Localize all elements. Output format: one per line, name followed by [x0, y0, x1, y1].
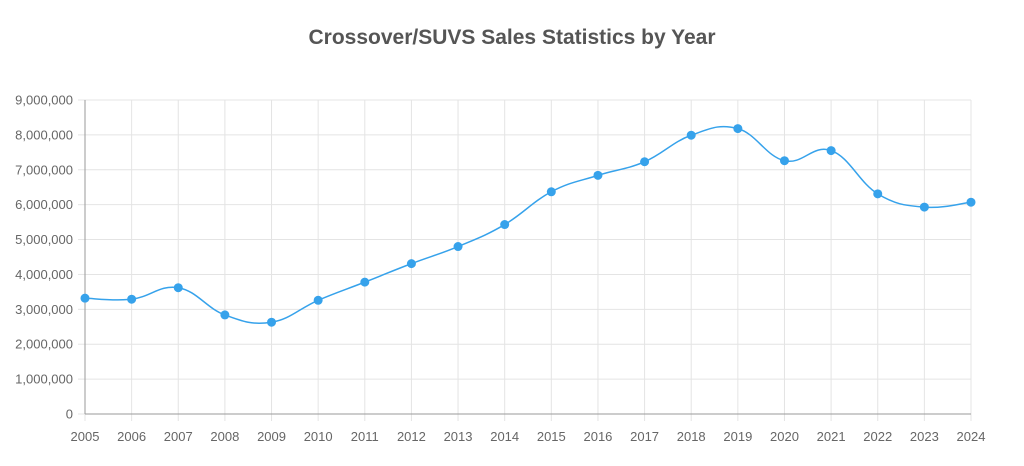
data-point-2007[interactable]: [173, 283, 183, 293]
x-tick-label: 2019: [723, 429, 752, 444]
y-tick-label: 2,000,000: [15, 337, 73, 352]
data-point-2012[interactable]: [406, 259, 416, 269]
x-tick-label: 2006: [117, 429, 146, 444]
y-tick-label: 3,000,000: [15, 302, 73, 317]
data-points: [80, 124, 976, 327]
y-tick-label: 1,000,000: [15, 372, 73, 387]
y-tick-label: 0: [66, 407, 73, 422]
data-point-2024[interactable]: [966, 197, 976, 207]
data-point-2015[interactable]: [546, 187, 556, 197]
data-point-2022[interactable]: [873, 189, 883, 199]
data-point-2020[interactable]: [779, 156, 789, 166]
x-tick-label: 2009: [257, 429, 286, 444]
x-tick-label: 2017: [630, 429, 659, 444]
y-tick-label: 8,000,000: [15, 127, 73, 142]
y-tick-label: 4,000,000: [15, 267, 73, 282]
x-axis-ticks: 2005 2006 2007 2008 2009 2010 2011 2012 2013 2014…: [71, 429, 986, 444]
data-point-2008[interactable]: [220, 310, 230, 320]
series-line: [84, 125, 972, 325]
x-tick-label: 2021: [817, 429, 846, 444]
data-point-2023[interactable]: [919, 202, 929, 212]
data-point-2009[interactable]: [267, 317, 277, 327]
data-point-2019[interactable]: [733, 124, 743, 134]
x-tick-label: 2008: [210, 429, 239, 444]
data-point-2017[interactable]: [640, 157, 650, 167]
y-tick-label: 9,000,000: [15, 93, 73, 108]
x-tick-label: 2022: [863, 429, 892, 444]
y-tick-label: 6,000,000: [15, 197, 73, 212]
x-tick-label: 2023: [910, 429, 939, 444]
x-tick-label: 2018: [677, 429, 706, 444]
x-tick-label: 2005: [71, 429, 100, 444]
axes: [84, 100, 971, 415]
data-point-2014[interactable]: [500, 220, 510, 230]
x-tick-label: 2007: [164, 429, 193, 444]
y-tick-label: 5,000,000: [15, 232, 73, 247]
data-point-2013[interactable]: [453, 242, 463, 252]
x-tick-label: 2016: [583, 429, 612, 444]
y-tick-label: 7,000,000: [15, 162, 73, 177]
data-point-2021[interactable]: [826, 146, 836, 156]
x-tick-label: 2020: [770, 429, 799, 444]
y-axis-ticks: 0 1,000,000 2,000,000 3,000,000 4,000,000 5,0…: [15, 93, 73, 422]
series: [84, 125, 972, 325]
x-tick-label: 2015: [537, 429, 566, 444]
x-tick-label: 2013: [444, 429, 473, 444]
x-tick-label: 2011: [351, 429, 379, 444]
data-point-2006[interactable]: [127, 294, 137, 304]
data-point-2016[interactable]: [593, 170, 603, 180]
chart-title: Crossover/SUVS Sales Statistics by Year: [308, 26, 716, 49]
data-point-2010[interactable]: [313, 295, 323, 305]
data-point-2005[interactable]: [80, 293, 90, 303]
x-tick-label: 2024: [957, 429, 986, 444]
x-tick-label: 2014: [490, 429, 519, 444]
data-point-2011[interactable]: [360, 277, 370, 287]
data-point-2018[interactable]: [686, 130, 696, 140]
grid: [78, 99, 972, 421]
x-tick-label: 2010: [304, 429, 333, 444]
x-tick-label: 2012: [397, 429, 426, 444]
